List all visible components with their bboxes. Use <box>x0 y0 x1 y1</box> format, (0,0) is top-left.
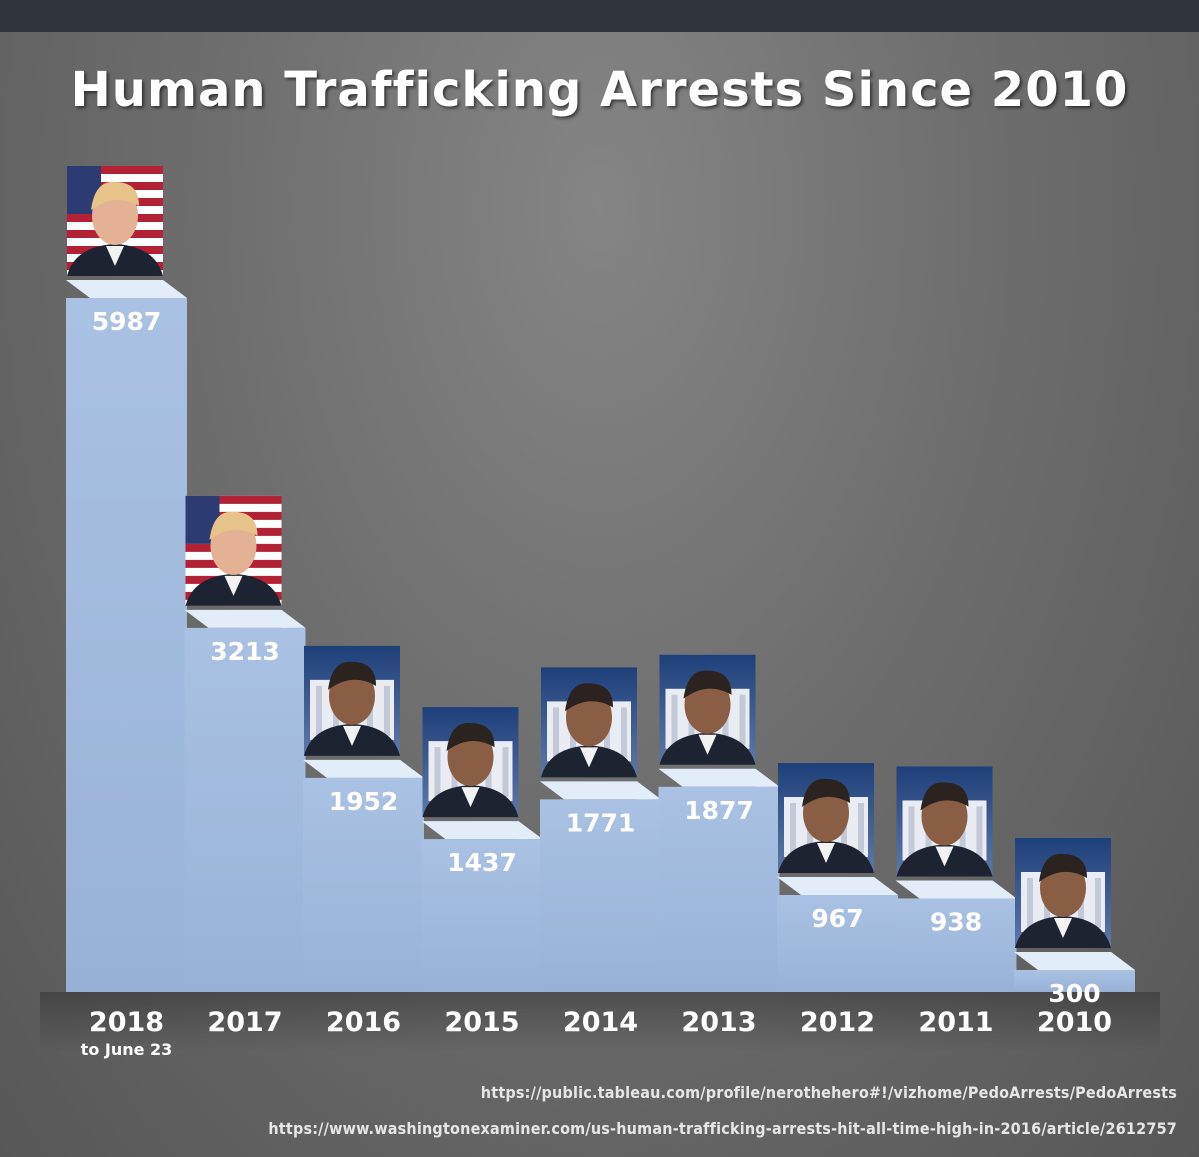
portrait-image <box>422 707 519 818</box>
bar-group-2014: 1771 2014 <box>540 667 661 1038</box>
bar-top <box>184 609 306 628</box>
bar-value-label: 1437 <box>447 848 517 877</box>
bar <box>540 799 661 992</box>
bar-value-label: 3213 <box>210 637 280 666</box>
bar-top <box>1014 952 1135 970</box>
chart-title: Human Trafficking Arrests Since 2010 <box>70 62 1129 118</box>
bar-value-label: 1877 <box>684 796 754 825</box>
bar <box>421 839 543 992</box>
whitehouse-column <box>621 707 627 758</box>
bar-top <box>658 768 780 787</box>
whitehouse-column <box>502 747 509 798</box>
bar <box>658 786 780 992</box>
shirt-collar <box>817 843 835 864</box>
source-link-2[interactable]: https://www.washingtonexaminer.com/us-hu… <box>268 1119 1177 1138</box>
x-tick-label: 2017 <box>207 1007 282 1038</box>
hair-shape <box>565 683 613 712</box>
bar-value-label: 5987 <box>92 307 162 336</box>
bar-value-label: 938 <box>930 907 982 936</box>
whitehouse-column <box>671 694 678 745</box>
shirt-collar <box>461 787 480 808</box>
x-tick-label: 2010 <box>1037 1007 1112 1038</box>
whitehouse-column <box>858 803 864 854</box>
bar <box>303 777 424 992</box>
bar-top <box>540 781 661 800</box>
portrait-image <box>896 766 993 877</box>
portrait-image <box>185 495 282 606</box>
bar-group-2011: 938 2011 <box>895 766 1017 1038</box>
bar <box>66 298 187 992</box>
bar-group-2016: 1952 2016 <box>303 645 424 1038</box>
portrait-image <box>778 763 874 874</box>
x-tick-label: 2011 <box>918 1007 993 1038</box>
hair-shape <box>328 661 376 690</box>
whitehouse-column <box>908 806 915 857</box>
bar-top <box>66 280 187 298</box>
x-tick-sublabel: to June 23 <box>81 1040 173 1059</box>
hair-shape <box>446 722 495 752</box>
whitehouse-column <box>384 685 390 736</box>
portrait-image <box>67 166 163 276</box>
shirt-collar <box>580 747 598 768</box>
bar <box>895 898 1017 992</box>
bar-top <box>777 877 898 896</box>
hair-shape <box>1039 853 1087 882</box>
whitehouse-column <box>976 806 983 857</box>
bar-value-label: 1771 <box>566 808 636 837</box>
bar-top <box>421 821 543 840</box>
hair-shape <box>209 511 258 540</box>
bar-group-2013: 1877 2013 <box>658 654 780 1038</box>
portrait-image <box>541 667 637 778</box>
hair-shape <box>91 181 139 210</box>
floor-shadow <box>40 992 1160 1052</box>
whitehouse-column <box>790 803 796 854</box>
whitehouse-column <box>553 707 559 758</box>
bar-top <box>303 759 424 778</box>
portrait-image <box>659 654 756 765</box>
whitehouse-column <box>316 685 322 736</box>
hair-shape <box>802 778 850 808</box>
flag-stripe <box>185 495 282 504</box>
bar-group-2015: 1437 2015 <box>421 707 543 1038</box>
shirt-collar <box>224 575 243 596</box>
bar-value-label: 300 <box>1048 979 1100 1008</box>
bar-top <box>895 880 1017 899</box>
shirt-collar <box>698 734 717 755</box>
x-tick-label: 2012 <box>800 1007 875 1038</box>
bar-group-2018: 5987 2018 to June 23 <box>66 166 187 1059</box>
bar-value-label: 967 <box>811 904 863 933</box>
shirt-collar <box>1054 918 1072 938</box>
portrait-image <box>304 645 400 756</box>
x-tick-label: 2014 <box>563 1007 638 1038</box>
x-tick-label: 2015 <box>444 1007 519 1038</box>
shirt-collar <box>106 246 124 266</box>
bar-value-label: 1952 <box>329 787 399 816</box>
shirt-collar <box>343 725 361 746</box>
whitehouse-column <box>1027 878 1033 928</box>
shirt-collar <box>935 846 954 867</box>
source-link-1[interactable]: https://public.tableau.com/profile/nerot… <box>480 1083 1177 1102</box>
top-bar <box>0 0 1199 32</box>
bar-group-2017: 3213 2017 <box>184 495 306 1038</box>
hair-shape <box>683 670 732 699</box>
flag-stripe <box>67 166 163 174</box>
x-tick-label: 2013 <box>681 1007 756 1038</box>
whitehouse-column <box>1095 878 1101 928</box>
whitehouse-column <box>739 694 746 745</box>
x-tick-label: 2018 <box>89 1007 164 1038</box>
bar-group-2012: 967 2012 <box>777 763 898 1038</box>
hair-shape <box>920 782 969 811</box>
bar <box>184 627 306 992</box>
bar <box>777 895 898 992</box>
bar <box>1014 970 1135 992</box>
whitehouse-column <box>434 747 441 798</box>
portrait-image <box>1015 838 1111 948</box>
x-tick-label: 2016 <box>326 1007 401 1038</box>
